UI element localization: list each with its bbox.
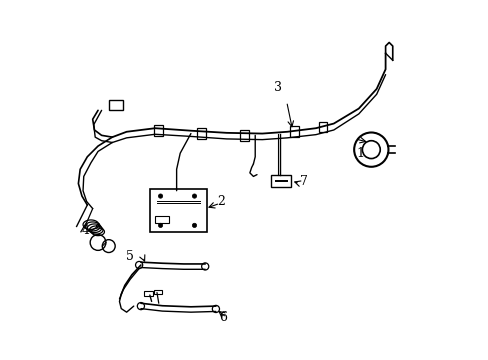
Circle shape [158,223,163,228]
Circle shape [192,223,196,228]
Bar [144,291,153,296]
Circle shape [192,194,196,198]
Circle shape [158,194,163,198]
Bar [240,130,248,141]
Text: 7: 7 [299,175,307,188]
Bar [271,175,290,187]
Bar [197,128,205,139]
Bar [290,126,298,137]
Bar [154,125,163,136]
Text: 3: 3 [274,81,282,94]
Bar [318,122,326,132]
Bar [155,216,169,223]
Text: 4: 4 [81,224,89,237]
Text: 6: 6 [219,311,226,324]
Text: 2: 2 [217,195,225,208]
Bar [108,100,123,111]
Text: 1: 1 [356,147,364,160]
Bar [154,290,162,294]
Text: 5: 5 [126,250,134,263]
